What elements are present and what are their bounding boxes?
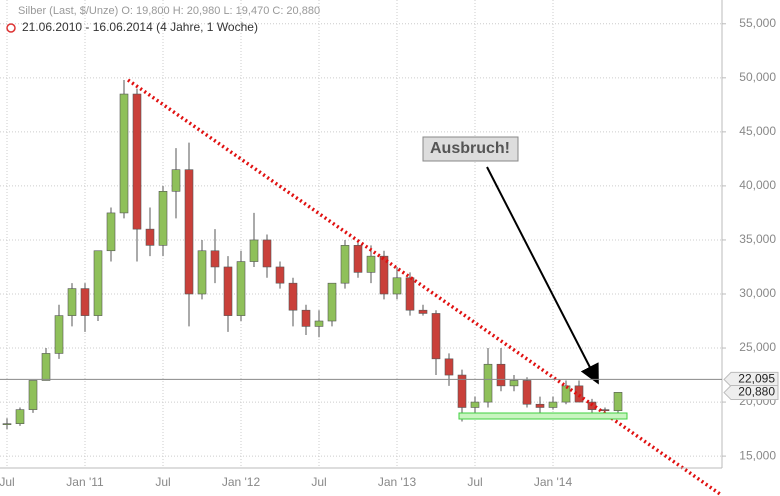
candle-body — [340, 245, 350, 284]
candle-body — [15, 409, 25, 424]
y-tick-label: 55,000 — [739, 16, 776, 30]
candle-body — [67, 288, 77, 316]
candle-body — [431, 313, 441, 360]
candle-body — [132, 93, 142, 230]
candle-body — [171, 169, 181, 192]
candle-body — [184, 169, 194, 295]
candle-body — [236, 261, 246, 316]
candle-body — [288, 282, 298, 311]
candle-body — [470, 401, 480, 408]
annotation: Ausbruch! — [430, 140, 510, 157]
candle-body — [483, 363, 493, 403]
x-tick-label: Jul — [155, 475, 170, 489]
candle-body — [158, 191, 168, 246]
candle-body — [613, 392, 623, 412]
candle-body — [2, 423, 12, 425]
arrow — [486, 166, 599, 385]
y-tick-label: 25,000 — [739, 340, 776, 354]
candle-body — [93, 250, 103, 316]
candle-body — [535, 403, 545, 408]
price-tag — [723, 385, 779, 401]
candle-body — [145, 228, 155, 246]
candle-body — [275, 266, 285, 284]
y-tick-label: 40,000 — [739, 178, 776, 192]
candle-body — [223, 266, 233, 316]
x-tick-label: Jan '12 — [222, 475, 261, 489]
candle-body — [366, 255, 376, 273]
candle-body — [574, 385, 584, 403]
chart-title: Silber (Last, $/Unze) O: 19,800 H: 20,98… — [18, 5, 320, 17]
grid — [0, 0, 722, 468]
x-tick-label: Jul — [0, 475, 15, 489]
candle-body — [405, 277, 415, 311]
y-tick-label: 35,000 — [739, 232, 776, 246]
candle-body — [106, 212, 116, 252]
candle-body — [301, 309, 311, 327]
candle-body — [41, 353, 51, 381]
y-tick-label: 45,000 — [739, 124, 776, 138]
candle-body — [522, 380, 532, 405]
candle-body — [28, 380, 38, 410]
y-tick-label: 50,000 — [739, 70, 776, 84]
icon — [6, 23, 16, 33]
candle-body — [327, 282, 337, 322]
candle-body — [119, 93, 129, 214]
candle-body — [314, 320, 324, 327]
x-tick-label: Jul — [467, 475, 482, 489]
candle-body — [249, 239, 259, 262]
y-tick-label: 30,000 — [739, 286, 776, 300]
candle-body — [509, 380, 519, 387]
price-label: 22,095 — [738, 372, 775, 386]
candle-body — [392, 277, 402, 295]
candle-body — [457, 374, 467, 408]
candle-body — [561, 385, 571, 403]
x-tick-label: Jul — [311, 475, 326, 489]
y-tick-label: 15,000 — [739, 448, 776, 462]
candle-body — [444, 358, 454, 376]
annotation-box — [422, 136, 519, 162]
trendline — [126, 78, 722, 496]
price-tag — [723, 371, 779, 387]
candle-body — [262, 239, 272, 268]
candle-body — [54, 315, 64, 354]
candle-body — [548, 401, 558, 408]
candle-body — [496, 363, 506, 387]
candle-body — [197, 250, 207, 295]
candle-body — [600, 409, 610, 412]
candle-body — [80, 288, 90, 316]
candle-body — [418, 309, 428, 314]
candle-body — [379, 255, 389, 295]
x-tick-label: Jan '13 — [378, 475, 417, 489]
support-zone — [458, 412, 628, 420]
x-tick-label: Jan '11 — [66, 475, 104, 489]
price-label: 20,880 — [738, 385, 775, 399]
candle-body — [353, 245, 363, 273]
x-tick-label: Jan '14 — [534, 475, 573, 489]
candles — [2, 79, 623, 430]
candle-body — [210, 250, 220, 268]
chart-subtitle: 21.06.2010 - 16.06.2014 (4 Jahre, 1 Woch… — [22, 20, 258, 34]
